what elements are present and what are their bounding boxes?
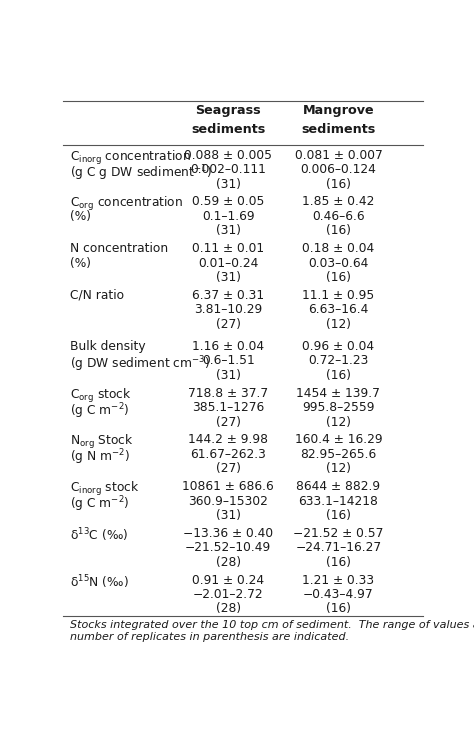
- Text: sediments: sediments: [191, 123, 265, 136]
- Text: 3.81–10.29: 3.81–10.29: [194, 304, 262, 316]
- Text: (g N m$^{-2}$): (g N m$^{-2}$): [70, 448, 130, 467]
- Text: (28): (28): [216, 603, 241, 615]
- Text: 1.21 ± 0.33: 1.21 ± 0.33: [302, 573, 374, 587]
- Text: 995.8–2559: 995.8–2559: [302, 401, 374, 414]
- Text: (16): (16): [326, 509, 351, 522]
- Text: 0.72–1.23: 0.72–1.23: [308, 354, 369, 368]
- Text: 360.9–15302: 360.9–15302: [188, 495, 268, 508]
- Text: 6.37 ± 0.31: 6.37 ± 0.31: [192, 289, 264, 302]
- Text: C$_{\mathregular{inorg}}$ stock: C$_{\mathregular{inorg}}$ stock: [70, 480, 140, 498]
- Text: (12): (12): [326, 415, 351, 429]
- Text: 11.1 ± 0.95: 11.1 ± 0.95: [302, 289, 374, 302]
- Text: (%): (%): [70, 257, 91, 270]
- Text: δ$^{13}$C (‰): δ$^{13}$C (‰): [70, 527, 128, 545]
- Text: −13.36 ± 0.40: −13.36 ± 0.40: [183, 527, 273, 539]
- Text: (12): (12): [326, 318, 351, 331]
- Text: (31): (31): [216, 369, 241, 382]
- Text: 1.16 ± 0.04: 1.16 ± 0.04: [192, 340, 264, 353]
- Text: (g C m$^{-2}$): (g C m$^{-2}$): [70, 495, 130, 514]
- Text: (g C m$^{-2}$): (g C m$^{-2}$): [70, 401, 130, 420]
- Text: 0.59 ± 0.05: 0.59 ± 0.05: [192, 196, 264, 209]
- Text: (31): (31): [216, 509, 241, 522]
- Text: 8644 ± 882.9: 8644 ± 882.9: [296, 480, 381, 493]
- Text: −21.52 ± 0.57: −21.52 ± 0.57: [293, 527, 383, 539]
- Text: 0.002–0.111: 0.002–0.111: [190, 163, 266, 176]
- Text: 0.18 ± 0.04: 0.18 ± 0.04: [302, 242, 374, 255]
- Text: (31): (31): [216, 271, 241, 284]
- Text: C$_{\mathregular{inorg}}$ concentration: C$_{\mathregular{inorg}}$ concentration: [70, 148, 191, 167]
- Text: C$_{\mathregular{org}}$ concentration: C$_{\mathregular{org}}$ concentration: [70, 196, 183, 213]
- Text: (16): (16): [326, 603, 351, 615]
- Text: (27): (27): [216, 318, 241, 331]
- Text: 0.006–0.124: 0.006–0.124: [301, 163, 376, 176]
- Text: 1454 ± 139.7: 1454 ± 139.7: [297, 387, 380, 400]
- Text: δ$^{15}$N (‰): δ$^{15}$N (‰): [70, 573, 129, 591]
- Text: (%): (%): [70, 210, 91, 223]
- Text: 144.2 ± 9.98: 144.2 ± 9.98: [188, 434, 268, 446]
- Text: −0.43–4.97: −0.43–4.97: [303, 588, 374, 601]
- Text: −21.52–10.49: −21.52–10.49: [185, 541, 271, 554]
- Text: (16): (16): [326, 369, 351, 382]
- Text: Bulk density: Bulk density: [70, 340, 146, 353]
- Text: Seagrass: Seagrass: [195, 104, 261, 117]
- Text: Stocks integrated over the 10 top cm of sediment.  The range of values and the
n: Stocks integrated over the 10 top cm of …: [70, 620, 474, 642]
- Text: (16): (16): [326, 178, 351, 190]
- Text: C$_{\mathregular{org}}$ stock: C$_{\mathregular{org}}$ stock: [70, 387, 132, 405]
- Text: 160.4 ± 16.29: 160.4 ± 16.29: [295, 434, 382, 446]
- Text: 718.8 ± 37.7: 718.8 ± 37.7: [188, 387, 268, 400]
- Text: 0.088 ± 0.005: 0.088 ± 0.005: [184, 148, 272, 162]
- Text: −2.01–2.72: −2.01–2.72: [193, 588, 264, 601]
- Text: (27): (27): [216, 462, 241, 476]
- Text: 1.85 ± 0.42: 1.85 ± 0.42: [302, 196, 374, 209]
- Text: (16): (16): [326, 224, 351, 237]
- Text: (27): (27): [216, 415, 241, 429]
- Text: C/N ratio: C/N ratio: [70, 289, 124, 302]
- Text: (28): (28): [216, 556, 241, 569]
- Text: (16): (16): [326, 271, 351, 284]
- Text: (31): (31): [216, 224, 241, 237]
- Text: 61.67–262.3: 61.67–262.3: [190, 448, 266, 461]
- Text: (g C g DW sediment$^{-1}$): (g C g DW sediment$^{-1}$): [70, 163, 212, 183]
- Text: Mangrove: Mangrove: [302, 104, 374, 117]
- Text: 0.6–1.51: 0.6–1.51: [202, 354, 255, 368]
- Text: 0.96 ± 0.04: 0.96 ± 0.04: [302, 340, 374, 353]
- Text: 10861 ± 686.6: 10861 ± 686.6: [182, 480, 274, 493]
- Text: (16): (16): [326, 556, 351, 569]
- Text: 82.95–265.6: 82.95–265.6: [301, 448, 376, 461]
- Text: 0.11 ± 0.01: 0.11 ± 0.01: [192, 242, 264, 255]
- Text: −24.71–16.27: −24.71–16.27: [295, 541, 382, 554]
- Text: sediments: sediments: [301, 123, 375, 136]
- Text: 6.63–16.4: 6.63–16.4: [308, 304, 369, 316]
- Text: 0.01–0.24: 0.01–0.24: [198, 257, 258, 270]
- Text: 385.1–1276: 385.1–1276: [192, 401, 264, 414]
- Text: (12): (12): [326, 462, 351, 476]
- Text: 0.03–0.64: 0.03–0.64: [308, 257, 369, 270]
- Text: 0.46–6.6: 0.46–6.6: [312, 210, 365, 223]
- Text: 0.1–1.69: 0.1–1.69: [202, 210, 255, 223]
- Text: 0.91 ± 0.24: 0.91 ± 0.24: [192, 573, 264, 587]
- Text: 633.1–14218: 633.1–14218: [299, 495, 378, 508]
- Text: N$_{\mathregular{org}}$ Stock: N$_{\mathregular{org}}$ Stock: [70, 434, 134, 451]
- Text: (g DW sediment cm$^{-3}$): (g DW sediment cm$^{-3}$): [70, 354, 210, 374]
- Text: N concentration: N concentration: [70, 242, 168, 255]
- Text: (31): (31): [216, 178, 241, 190]
- Text: 0.081 ± 0.007: 0.081 ± 0.007: [294, 148, 383, 162]
